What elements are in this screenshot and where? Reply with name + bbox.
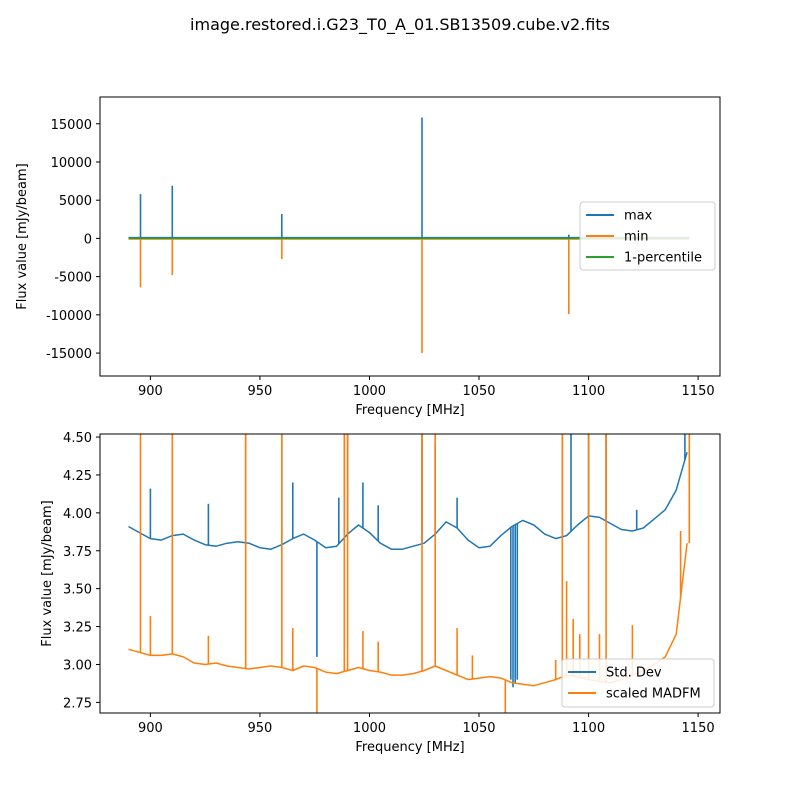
x-axis-label: Frequency [MHz]: [355, 740, 464, 755]
series-line: [128, 451, 688, 550]
y-tick-label: 5000: [59, 194, 92, 209]
x-tick-label: 900: [138, 384, 163, 399]
bottom-chart-axes: 900 950 1000 1050 1100 1150 2.75 3.00 3.25 3.50 3.…: [40, 431, 721, 755]
y-tick-label: 3.75: [63, 545, 92, 560]
x-tick-label: 900: [138, 721, 163, 736]
y-tick-label: 3.50: [63, 583, 92, 598]
legend-label: min: [624, 230, 649, 245]
legend: max min 1-percentile: [579, 201, 716, 271]
legend-box: [561, 658, 715, 708]
x-tick-label: 1100: [572, 384, 605, 399]
y-tick-label: 4.50: [63, 431, 92, 446]
x-tick-label: 950: [248, 384, 273, 399]
y-tick-label: 15000: [51, 118, 92, 133]
legend-label: 1-percentile: [624, 251, 702, 266]
figure-title: image.restored.i.G23_T0_A_01.SB13509.cub…: [190, 15, 610, 35]
x-tick-label: 1100: [572, 721, 605, 736]
legend-box: [579, 201, 716, 271]
y-tick-label: 3.25: [63, 621, 92, 636]
y-tick-label: 4.25: [63, 469, 92, 484]
y-tick-label: -10000: [46, 309, 92, 324]
legend-label: Std. Dev: [606, 666, 662, 681]
y-tick-label: -15000: [46, 347, 92, 362]
series-std-dev: [128, 434, 688, 688]
y-tick-label: -5000: [54, 271, 92, 286]
x-tick-label: 1150: [682, 384, 715, 399]
y-tick-label: 10000: [51, 156, 92, 171]
top-chart-axes: 900 950 1000 1050 1100 1150 -15000 -10000 -5000 0…: [15, 96, 721, 418]
y-axis-label: Flux value [mJy/beam]: [40, 500, 55, 646]
legend-label: max: [624, 209, 653, 224]
y-tick-label: 0: [84, 232, 92, 247]
y-tick-label: 4.00: [63, 507, 92, 522]
y-tick-label: 3.00: [63, 658, 92, 673]
axes-frame: [99, 433, 721, 714]
x-axis-label: Frequency [MHz]: [355, 403, 464, 418]
x-tick-label: 950: [248, 721, 273, 736]
x-tick-label: 1000: [353, 384, 386, 399]
legend: Std. Dev scaled MADFM: [561, 658, 715, 708]
plot-area: [128, 434, 691, 713]
x-tick-label: 1150: [682, 721, 715, 736]
y-axis-label: Flux value [mJy/beam]: [15, 163, 30, 309]
x-tick-label: 1050: [462, 721, 495, 736]
legend-label: scaled MADFM: [606, 687, 701, 702]
y-tick-label: 2.75: [63, 696, 92, 711]
x-tick-label: 1050: [462, 384, 495, 399]
axes-frame: [99, 96, 721, 377]
x-tick-label: 1000: [353, 721, 386, 736]
